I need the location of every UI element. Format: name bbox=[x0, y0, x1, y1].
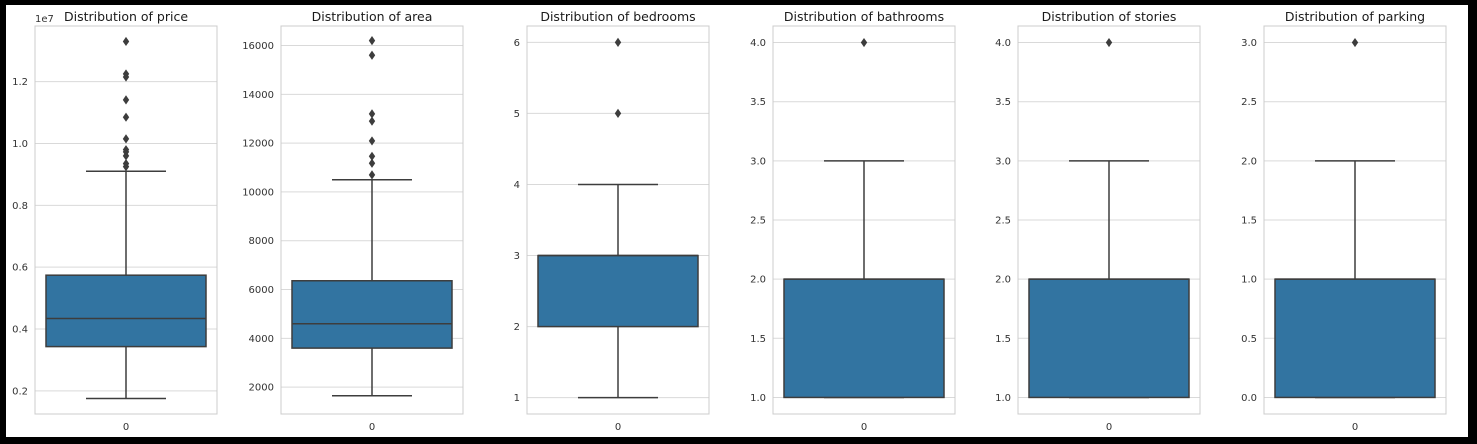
outlier-point bbox=[614, 37, 622, 47]
y-tick-label: 2.0 bbox=[995, 275, 1011, 286]
y-tick-label: 2.0 bbox=[750, 275, 766, 286]
y-tick-label: 14000 bbox=[242, 90, 274, 101]
outlier-point bbox=[122, 36, 130, 47]
outlier-point bbox=[122, 95, 130, 105]
y-tick-label: 1.0 bbox=[12, 139, 28, 150]
iqr-box bbox=[1028, 278, 1190, 399]
subplot-title: Distribution of parking bbox=[1285, 9, 1425, 24]
y-tick-label: 3.0 bbox=[750, 156, 766, 167]
subplot-title: Distribution of stories bbox=[1042, 9, 1177, 24]
x-tick-label: 0 bbox=[123, 422, 129, 433]
y-tick-label: 1.0 bbox=[995, 393, 1011, 404]
y-tick-label: 2000 bbox=[249, 383, 274, 394]
outlier-point bbox=[368, 158, 376, 168]
iqr-box bbox=[537, 254, 699, 328]
outlier-point bbox=[368, 151, 376, 161]
y-tick-label: 10000 bbox=[242, 187, 274, 198]
y-tick-label: 1.2 bbox=[12, 77, 28, 88]
y-tick-label: 16000 bbox=[242, 41, 274, 52]
outlier-point bbox=[1105, 37, 1113, 48]
y-tick-label: 3.5 bbox=[750, 97, 766, 108]
y-tick-label: 6000 bbox=[249, 285, 274, 296]
y-tick-label: 1 bbox=[514, 393, 520, 404]
axes-frame bbox=[1017, 25, 1201, 415]
y-tick-label: 5 bbox=[514, 109, 520, 120]
x-tick-label: 0 bbox=[369, 422, 375, 433]
y-tick-label: 1.5 bbox=[750, 334, 766, 345]
y-tick-label: 6 bbox=[514, 38, 520, 49]
y-tick-label: 4.0 bbox=[995, 38, 1011, 49]
outlier-point bbox=[122, 151, 130, 161]
subplot-2: 2000 4000 6000 8000 10000 12000 14000 16000 0 Dis… bbox=[242, 9, 464, 433]
y-tick-label: 2.0 bbox=[1241, 156, 1257, 167]
outlier-point bbox=[368, 136, 376, 146]
iqr-box bbox=[1274, 278, 1436, 399]
subplot-title: Distribution of bedrooms bbox=[540, 9, 695, 24]
y-tick-label: 2 bbox=[514, 322, 520, 333]
subplot-title: Distribution of bathrooms bbox=[784, 9, 944, 24]
boxplot-figure: 0.2 0.4 0.6 0.8 1.0 1.2 0 Distribution of price… bbox=[12, 9, 1447, 433]
axes-frame bbox=[1263, 25, 1447, 415]
y-tick-label: 3.0 bbox=[995, 156, 1011, 167]
outlier-point bbox=[368, 50, 376, 60]
figure: 0.2 0.4 0.6 0.8 1.0 1.2 0 Distribution of price… bbox=[6, 5, 1468, 437]
y-tick-label: 0.0 bbox=[1241, 393, 1257, 404]
subplot-1: 0.2 0.4 0.6 0.8 1.0 1.2 0 Distribution of price… bbox=[12, 9, 218, 433]
outlier-point bbox=[122, 162, 130, 172]
y-tick-label: 0.8 bbox=[12, 201, 28, 212]
y-tick-label: 12000 bbox=[242, 139, 274, 150]
y-tick-label: 1.0 bbox=[1241, 275, 1257, 286]
iqr-box bbox=[45, 274, 207, 348]
outlier-point bbox=[368, 109, 376, 119]
y-tick-label: 2.5 bbox=[995, 216, 1011, 227]
y-tick-label: 3.5 bbox=[995, 97, 1011, 108]
subplot-3: 1 2 3 4 5 6 0 Distribution of bedrooms bbox=[514, 9, 710, 433]
y-tick-label: 3 bbox=[514, 251, 520, 262]
y-tick-label: 0.5 bbox=[1241, 334, 1257, 345]
subplot-6: 0.0 0.5 1.0 1.5 2.0 2.5 3.0 0 Distribution of pa… bbox=[1241, 9, 1447, 433]
iqr-box bbox=[291, 280, 453, 349]
y-tick-label: 8000 bbox=[249, 236, 274, 247]
x-tick-label: 0 bbox=[1106, 422, 1112, 433]
y-tick-label: 1.0 bbox=[750, 393, 766, 404]
y-tick-label: 3.0 bbox=[1241, 38, 1257, 49]
axes-frame bbox=[280, 25, 464, 415]
y-tick-label: 0.2 bbox=[12, 386, 28, 397]
y-tick-label: 2.5 bbox=[750, 216, 766, 227]
axes-frame bbox=[772, 25, 956, 415]
x-tick-label: 0 bbox=[861, 422, 867, 433]
y-tick-label: 4000 bbox=[249, 334, 274, 345]
outlier-point bbox=[368, 36, 376, 46]
offset-text: 1e7 bbox=[35, 14, 54, 25]
subplot-4: 1.0 1.5 2.0 2.5 3.0 3.5 4.0 0 Distribution of ba… bbox=[750, 9, 956, 433]
outlier-point bbox=[860, 37, 868, 48]
y-tick-label: 4.0 bbox=[750, 38, 766, 49]
outlier-point bbox=[122, 112, 130, 122]
y-tick-label: 0.6 bbox=[12, 263, 28, 274]
x-tick-label: 0 bbox=[615, 422, 621, 433]
subplot-title: Distribution of area bbox=[312, 9, 433, 24]
outlier-point bbox=[1351, 37, 1359, 48]
subplot-title: Distribution of price bbox=[64, 9, 188, 24]
y-tick-label: 2.5 bbox=[1241, 97, 1257, 108]
y-tick-label: 1.5 bbox=[995, 334, 1011, 345]
y-tick-label: 4 bbox=[514, 180, 520, 191]
y-tick-label: 1.5 bbox=[1241, 216, 1257, 227]
outlier-point bbox=[368, 116, 376, 126]
outlier-point bbox=[122, 134, 130, 144]
subplot-5: 1.0 1.5 2.0 2.5 3.0 3.5 4.0 0 Distribution of st… bbox=[995, 9, 1201, 433]
axes-frame bbox=[34, 25, 218, 415]
outlier-point bbox=[122, 72, 130, 82]
axes-frame bbox=[526, 25, 710, 415]
x-tick-label: 0 bbox=[1352, 422, 1358, 433]
y-tick-label: 0.4 bbox=[12, 324, 28, 335]
iqr-box bbox=[783, 278, 945, 399]
outlier-point bbox=[368, 170, 376, 180]
outlier-point bbox=[614, 108, 622, 119]
